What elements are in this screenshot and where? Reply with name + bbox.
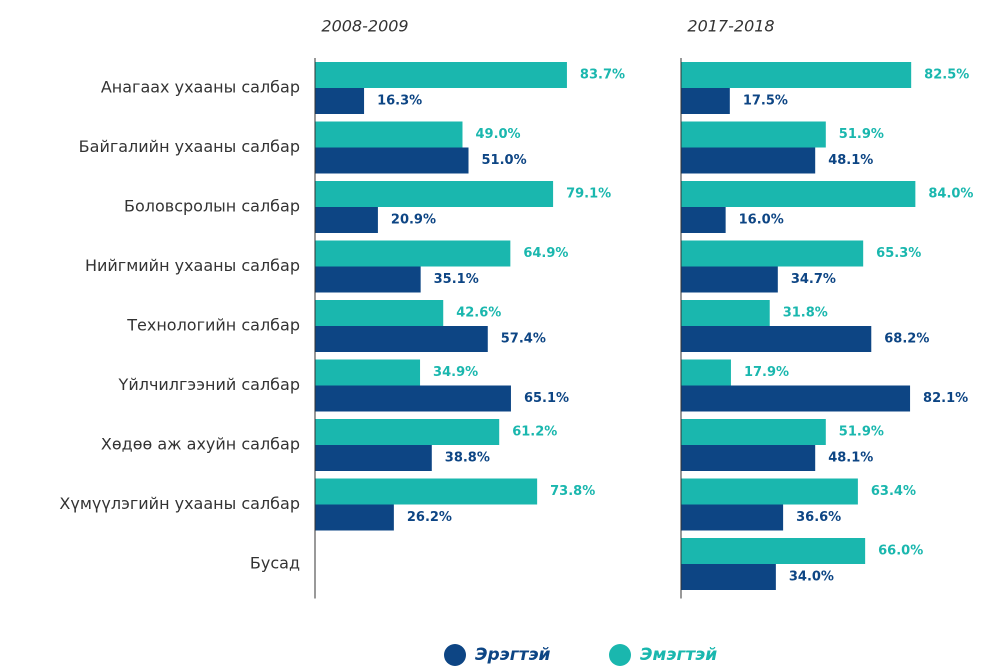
value-label: 36.6% xyxy=(796,510,841,525)
bar xyxy=(315,240,511,267)
value-label: 65.1% xyxy=(524,391,569,406)
bar xyxy=(681,300,770,326)
bar xyxy=(681,564,776,590)
value-label: 26.2% xyxy=(407,510,452,525)
bar xyxy=(315,419,500,445)
category-label: Хөдөө аж ахуйн салбар xyxy=(101,435,300,454)
category-label: Анагаах ухааны салбар xyxy=(101,78,300,97)
bar xyxy=(315,478,538,505)
value-label: 84.0% xyxy=(928,187,973,202)
bar xyxy=(681,385,911,412)
bar xyxy=(681,538,866,564)
category-label: Байгалийн ухааны салбар xyxy=(79,137,300,156)
bar xyxy=(315,445,432,471)
value-label: 68.2% xyxy=(884,332,929,347)
value-label: 17.9% xyxy=(744,365,789,380)
value-label: 20.9% xyxy=(391,213,436,228)
value-label: 34.9% xyxy=(433,365,478,380)
category-label: Технологийн салбар xyxy=(126,316,300,335)
panel-title: 2017-2018 xyxy=(687,17,774,36)
legend-label: Эмэгтэй xyxy=(640,645,717,665)
bar xyxy=(681,240,864,267)
bar xyxy=(315,359,421,386)
value-label: 79.1% xyxy=(566,187,611,202)
legend-label: Эрэгтэй xyxy=(475,645,551,665)
value-label: 35.1% xyxy=(434,272,479,287)
value-label: 48.1% xyxy=(828,451,873,466)
value-label: 17.5% xyxy=(743,94,788,109)
bar xyxy=(315,181,554,207)
value-label: 82.1% xyxy=(923,391,968,406)
bar xyxy=(681,326,872,352)
value-label: 51.9% xyxy=(839,127,884,142)
value-label: 82.5% xyxy=(924,68,969,83)
bar xyxy=(315,88,365,114)
panel-title: 2008-2009 xyxy=(321,17,408,36)
value-label: 64.9% xyxy=(523,246,568,261)
value-label: 49.0% xyxy=(475,127,520,142)
value-label: 42.6% xyxy=(456,306,501,321)
bar xyxy=(315,385,511,412)
value-label: 51.9% xyxy=(839,425,884,440)
category-label: Үйлчилгээний салбар xyxy=(118,375,300,394)
legend-marker xyxy=(609,644,631,666)
bar xyxy=(315,121,463,148)
bar xyxy=(681,504,784,531)
bar xyxy=(681,181,916,207)
bar xyxy=(315,326,488,352)
value-label: 73.8% xyxy=(550,484,595,499)
category-label: Нийгмийн ухааны салбар xyxy=(85,256,300,275)
bar xyxy=(681,445,816,471)
bar xyxy=(315,207,378,233)
value-label: 63.4% xyxy=(871,484,916,499)
bar xyxy=(681,147,816,174)
bar xyxy=(315,504,394,531)
value-label: 38.8% xyxy=(445,451,490,466)
value-label: 83.7% xyxy=(580,68,625,83)
value-label: 16.3% xyxy=(377,94,422,109)
value-label: 61.2% xyxy=(512,425,557,440)
bar xyxy=(315,147,469,174)
value-label: 34.0% xyxy=(789,570,834,585)
bar xyxy=(681,359,731,386)
bar xyxy=(315,266,421,293)
legend-marker xyxy=(444,644,466,666)
category-label: Боловсролын салбар xyxy=(124,197,300,216)
bar xyxy=(315,62,567,88)
bar xyxy=(681,266,778,293)
bar xyxy=(315,300,444,326)
value-label: 31.8% xyxy=(783,306,828,321)
value-label: 66.0% xyxy=(878,544,923,559)
bar xyxy=(681,121,826,148)
value-label: 34.7% xyxy=(791,272,836,287)
value-label: 65.3% xyxy=(876,246,921,261)
category-label: Бусад xyxy=(250,554,300,573)
value-label: 51.0% xyxy=(482,153,527,168)
bar xyxy=(681,478,858,505)
bar xyxy=(681,207,726,233)
value-label: 48.1% xyxy=(828,153,873,168)
category-label: Хүмүүлэгийн ухааны салбар xyxy=(59,494,300,513)
bar xyxy=(681,62,912,88)
value-label: 16.0% xyxy=(739,213,784,228)
bar xyxy=(681,88,730,114)
value-label: 57.4% xyxy=(501,332,546,347)
bar xyxy=(681,419,826,445)
